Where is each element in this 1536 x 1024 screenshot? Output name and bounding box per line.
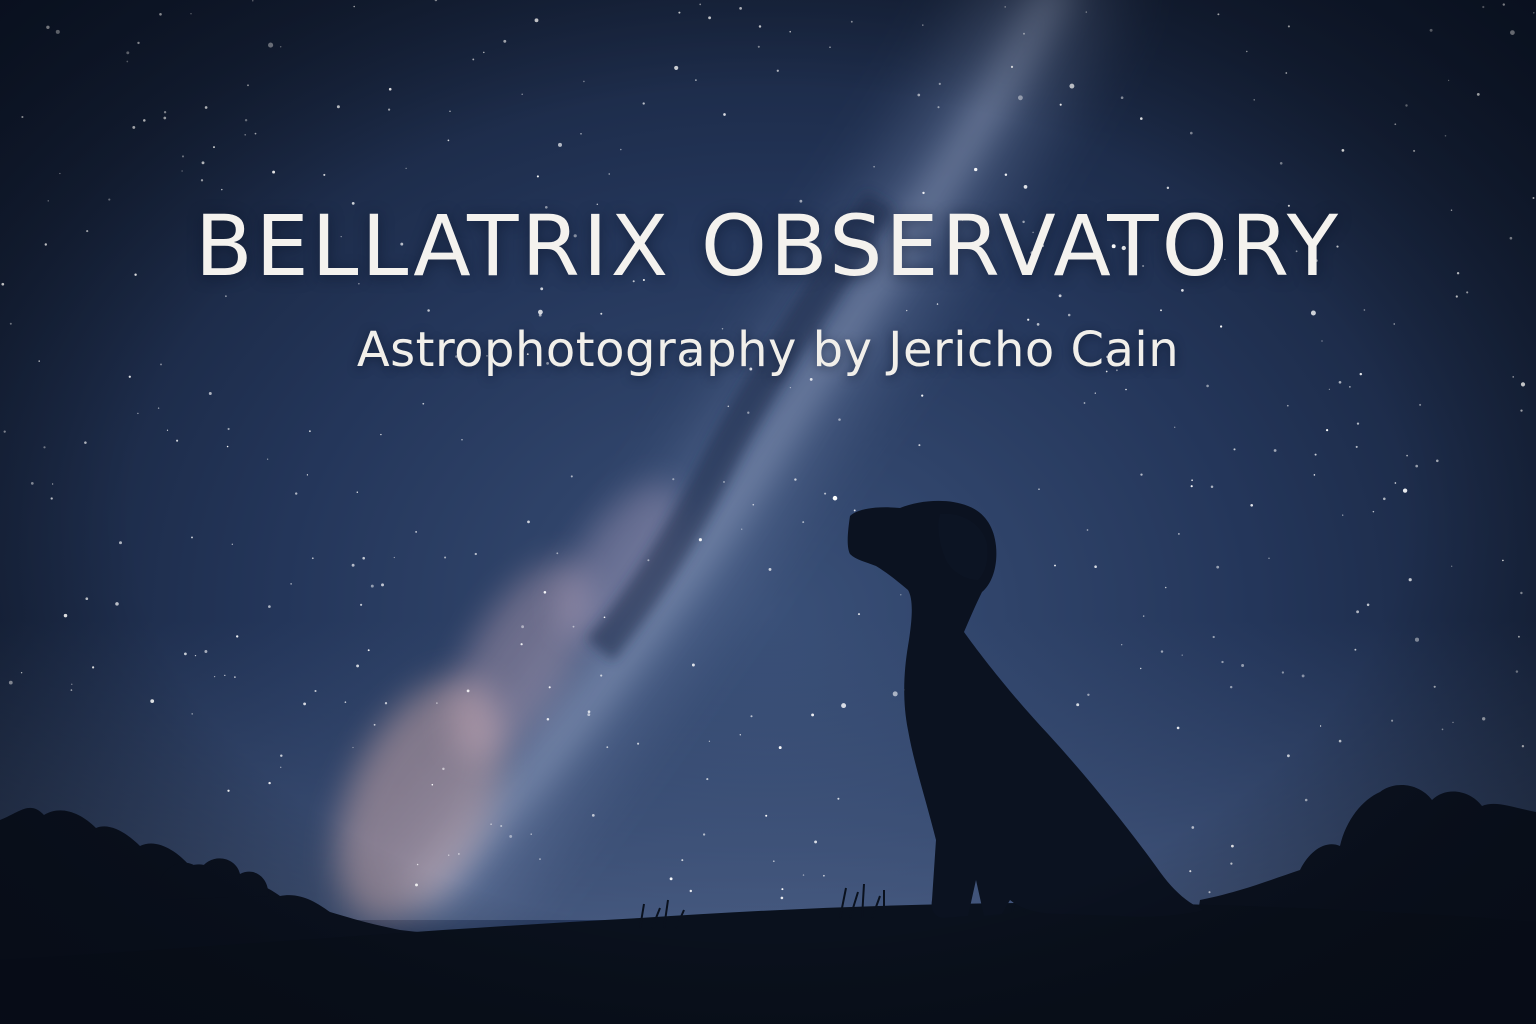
page-title: BELLATRIX OBSERVATORY xyxy=(194,197,1342,295)
page-subtitle: Astrophotography by Jericho Cain xyxy=(356,322,1180,378)
